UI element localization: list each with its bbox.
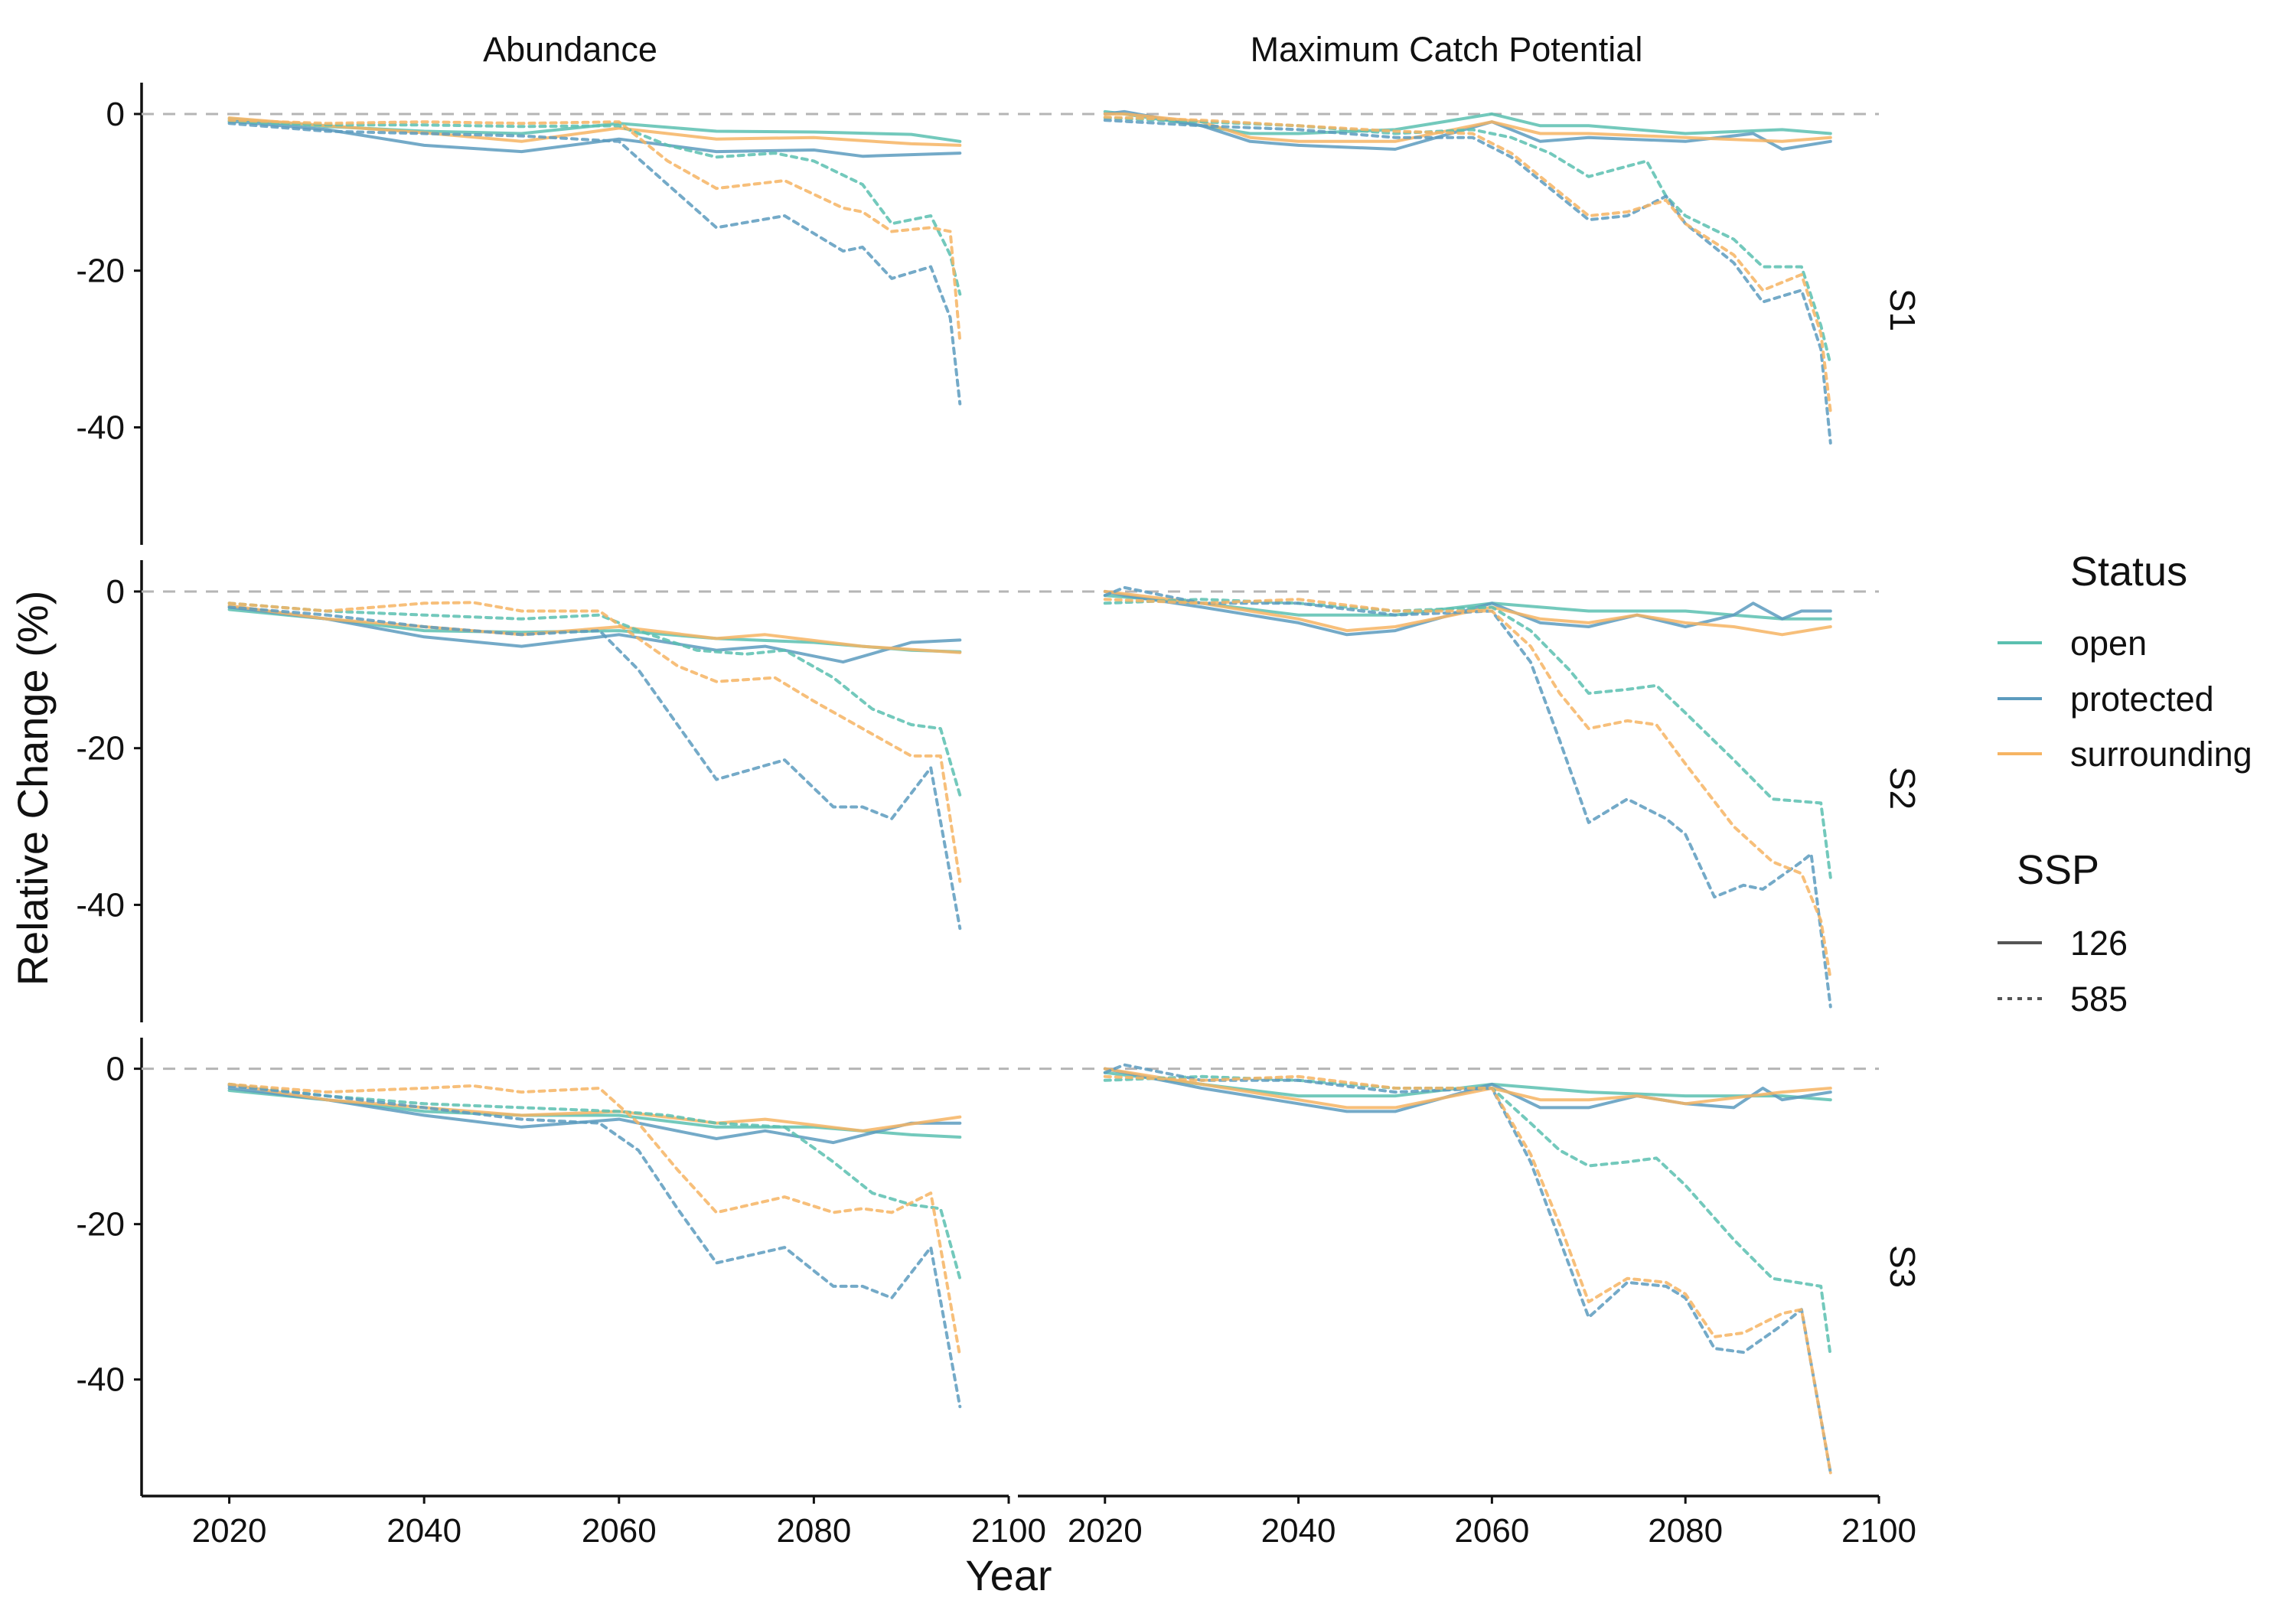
facet-column-label: Abundance bbox=[483, 30, 657, 69]
y-tick-label: 0 bbox=[106, 1051, 125, 1088]
legend-label-surrounding: surrounding bbox=[2070, 735, 2252, 774]
x-axis-title: Year bbox=[965, 1551, 1052, 1599]
series-line-surrounding-585 bbox=[227, 1082, 962, 1358]
x-tick-label: 2100 bbox=[1841, 1512, 1916, 1550]
series-line-open-585 bbox=[1103, 1074, 1832, 1358]
legend-label-open: open bbox=[2070, 624, 2147, 663]
y-tick-label: -20 bbox=[76, 730, 125, 768]
series-line-surrounding-126 bbox=[227, 116, 962, 147]
series-line-protected-585 bbox=[227, 1084, 962, 1409]
facet-row-label: S2 bbox=[1883, 767, 1923, 810]
series-line-surrounding-126 bbox=[1103, 112, 1832, 143]
y-tick-label: -20 bbox=[76, 1206, 125, 1244]
series-line-surrounding-126 bbox=[1103, 1067, 1832, 1110]
series-line-open-585 bbox=[227, 601, 962, 797]
y-tick-label: -40 bbox=[76, 409, 125, 446]
facet-row-label: S3 bbox=[1883, 1245, 1923, 1288]
y-tick-label: 0 bbox=[106, 96, 125, 133]
series-line-protected-126 bbox=[227, 119, 962, 158]
series-line-surrounding-585 bbox=[1103, 598, 1832, 981]
y-tick-label: 0 bbox=[106, 573, 125, 611]
x-tick-label: 2060 bbox=[582, 1512, 657, 1550]
series-line-open-585 bbox=[1103, 598, 1832, 879]
series-line-protected-585 bbox=[1103, 1063, 1832, 1475]
series-line-protected-585 bbox=[227, 122, 962, 406]
x-tick-label: 2040 bbox=[386, 1512, 461, 1550]
series-line-protected-126 bbox=[1103, 589, 1832, 637]
series-line-protected-585 bbox=[1103, 119, 1832, 445]
x-tick-label: 2080 bbox=[776, 1512, 851, 1550]
x-tick-label: 2020 bbox=[192, 1512, 267, 1550]
facet-row-label: S1 bbox=[1883, 288, 1923, 331]
series-line-surrounding-585 bbox=[227, 119, 962, 343]
series-line-surrounding-585 bbox=[1103, 116, 1832, 413]
series-line-protected-126 bbox=[227, 605, 962, 664]
y-tick-label: -40 bbox=[76, 886, 125, 924]
series-line-surrounding-585 bbox=[227, 601, 962, 883]
y-tick-label: -20 bbox=[76, 253, 125, 290]
series-line-surrounding-585 bbox=[1103, 1074, 1832, 1475]
x-tick-label: 2080 bbox=[1648, 1512, 1723, 1550]
series-line-surrounding-126 bbox=[1103, 589, 1832, 637]
series-line-open-585 bbox=[227, 1082, 962, 1280]
legend-label-585: 585 bbox=[2070, 980, 2128, 1019]
legend-ssp-title: SSP bbox=[2017, 847, 2099, 893]
y-tick-label: -40 bbox=[76, 1361, 125, 1399]
x-tick-label: 2020 bbox=[1068, 1512, 1143, 1550]
series-line-protected-585 bbox=[1103, 585, 1832, 1009]
x-tick-label: 2100 bbox=[971, 1512, 1046, 1550]
x-tick-label: 2060 bbox=[1454, 1512, 1529, 1550]
legend-status-title: Status bbox=[2070, 549, 2187, 595]
series-line-protected-126 bbox=[227, 1087, 962, 1145]
series-line-protected-585 bbox=[227, 605, 962, 931]
legend: Status open protected surrounding SSP 12… bbox=[1998, 549, 2252, 1019]
series-line-open-126 bbox=[1103, 594, 1832, 621]
facet-column-label: Maximum Catch Potential bbox=[1251, 30, 1643, 69]
series-line-surrounding-126 bbox=[227, 604, 962, 654]
x-tick-label: 2040 bbox=[1261, 1512, 1336, 1550]
legend-label-protected: protected bbox=[2070, 680, 2214, 719]
y-axis-title: Relative Change (%) bbox=[8, 591, 57, 986]
series-line-open-585 bbox=[1103, 116, 1832, 367]
legend-label-126: 126 bbox=[2070, 924, 2128, 963]
